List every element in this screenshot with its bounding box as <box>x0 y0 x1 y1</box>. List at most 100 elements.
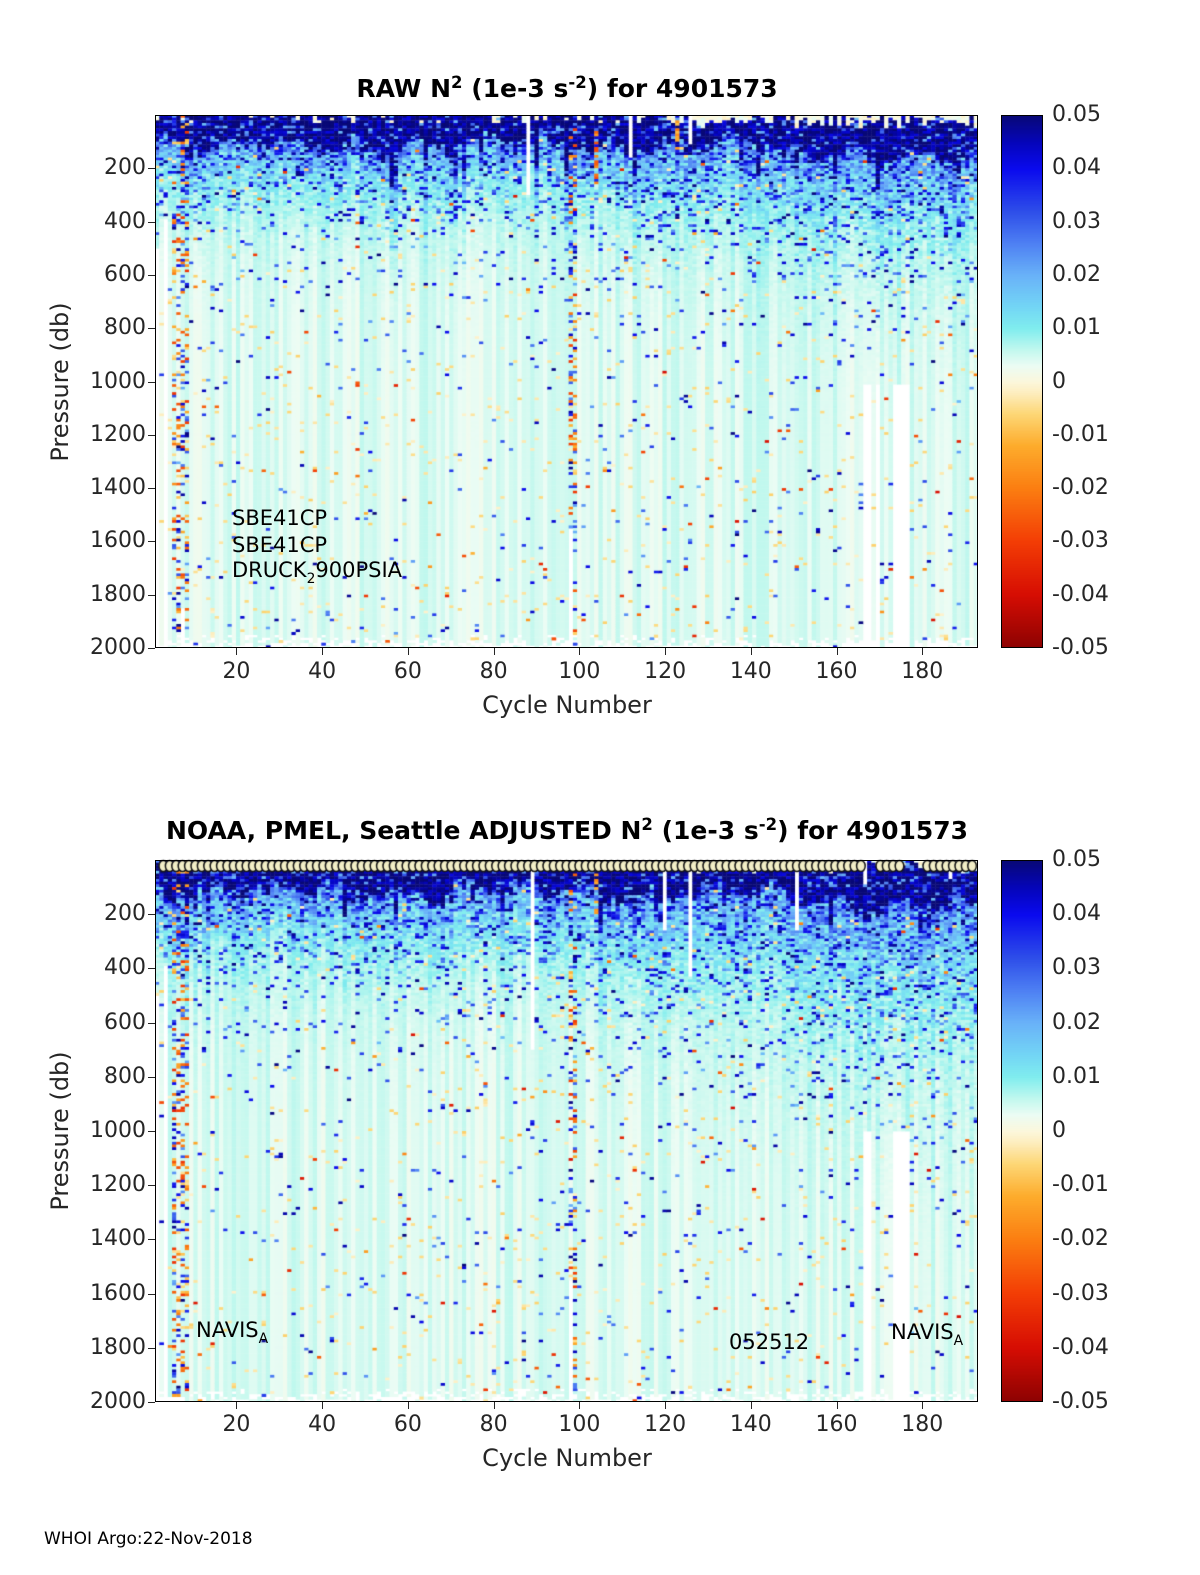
x-tick-label: 120 <box>644 1412 687 1437</box>
text-run: SBE41CP <box>232 533 328 557</box>
y-tick-label: 200 <box>104 901 146 927</box>
y-tick-mark <box>148 1293 155 1295</box>
text-run: (1e-3 s <box>652 816 759 845</box>
x-tick-mark <box>322 1402 324 1409</box>
x-tick-mark <box>493 1402 495 1409</box>
text-run: SBE41CP <box>232 506 328 530</box>
x-tick-mark <box>750 648 752 655</box>
y-tick-mark <box>148 1239 155 1241</box>
y-tick-mark <box>148 168 155 170</box>
x-tick-label: 160 <box>815 659 858 684</box>
text-run: NAVIS <box>196 1318 259 1342</box>
x-tick-mark <box>922 648 924 655</box>
colorbar-tick-label: 0.03 <box>1052 955 1101 981</box>
y-tick-label: 1200 <box>90 1172 146 1198</box>
colorbar-tick-label: 0.01 <box>1052 1063 1101 1089</box>
y-tick-label: 1400 <box>90 1226 146 1252</box>
superscript: -2 <box>758 814 778 834</box>
x-tick-mark <box>579 1402 581 1409</box>
annotation-text: NAVISA <box>196 1318 268 1347</box>
x-tick-label: 160 <box>815 1412 858 1437</box>
colorbar-tick-label: 0.01 <box>1052 315 1101 341</box>
raw-n2-heatmap-canvas <box>155 115 978 648</box>
subscript: A <box>258 1330 269 1347</box>
subscript: A <box>953 1332 964 1349</box>
x-tick-mark <box>836 648 838 655</box>
colorbar-tick-label: -0.04 <box>1052 1334 1109 1360</box>
x-tick-mark <box>579 648 581 655</box>
x-tick-mark <box>493 648 495 655</box>
x-tick-mark <box>665 1402 667 1409</box>
colorbar-tick-label: 0.02 <box>1052 1009 1101 1035</box>
colorbar-tick-label: -0.03 <box>1052 528 1109 554</box>
y-tick-mark <box>148 1076 155 1078</box>
y-tick-label: 800 <box>104 315 146 341</box>
colorbar-tick-label: 0 <box>1052 368 1066 394</box>
text-run: 900PSIA <box>315 558 403 582</box>
colorbar-canvas <box>1001 115 1043 648</box>
text-run: NAVIS <box>891 1320 954 1344</box>
y-tick-label: 2000 <box>90 1389 146 1414</box>
subscript: 2 <box>306 570 316 587</box>
annotation-text: 052512 <box>729 1330 809 1354</box>
y-tick-label: 1600 <box>90 1280 146 1306</box>
y-tick-mark <box>148 1022 155 1024</box>
y-tick-label: 1800 <box>90 581 146 607</box>
x-tick-label: 40 <box>308 1412 337 1437</box>
y-tick-mark <box>148 1402 155 1403</box>
y-tick-mark <box>148 594 155 596</box>
colorbar-tick-label: 0.02 <box>1052 261 1101 287</box>
x-axis-label: Cycle Number <box>482 1444 652 1472</box>
adjusted-n2-heatmap-canvas <box>155 860 978 1402</box>
x-tick-label: 180 <box>901 1412 944 1437</box>
y-tick-mark <box>148 434 155 436</box>
x-tick-mark <box>407 1402 409 1409</box>
plot-title: RAW N2 (1e-3 s-2) for 4901573 <box>356 72 777 103</box>
text-run: 052512 <box>729 1330 810 1354</box>
y-tick-label: 1000 <box>90 1118 146 1143</box>
y-tick-mark <box>148 274 155 276</box>
text-run: (1e-3 s <box>462 74 569 103</box>
colorbar-tick-label: -0.03 <box>1052 1280 1109 1306</box>
colorbar-tick-label: 0.05 <box>1052 847 1101 872</box>
text-run: NOAA, PMEL, Seattle ADJUSTED N <box>165 816 642 845</box>
y-tick-label: 400 <box>104 208 146 234</box>
x-tick-label: 100 <box>558 1412 601 1437</box>
y-tick-mark <box>148 968 155 970</box>
superscript: 2 <box>451 72 463 92</box>
footer-text: WHOI Argo:22-Nov-2018 <box>44 1529 253 1549</box>
y-tick-label: 2000 <box>90 635 146 660</box>
annotation-text: NAVISA <box>891 1320 963 1349</box>
y-tick-label: 1800 <box>90 1334 146 1360</box>
y-tick-label: 1600 <box>90 528 146 554</box>
annotation-text: DRUCK2900PSIA <box>232 558 403 587</box>
x-tick-mark <box>236 1402 238 1409</box>
superscript: 2 <box>641 814 653 834</box>
profile-markers-canvas <box>155 854 978 878</box>
y-tick-label: 1200 <box>90 421 146 447</box>
x-tick-mark <box>750 1402 752 1409</box>
colorbar-tick-label: -0.02 <box>1052 1226 1109 1252</box>
colorbar-tick-label: -0.04 <box>1052 581 1109 607</box>
colorbar-tick-label: 0.04 <box>1052 901 1101 927</box>
x-tick-mark <box>236 648 238 655</box>
plot-title: NOAA, PMEL, Seattle ADJUSTED N2 (1e-3 s-… <box>165 814 968 845</box>
colorbar-tick-label: -0.01 <box>1052 421 1109 447</box>
annotation-text: SBE41CP <box>232 506 327 530</box>
x-tick-label: 80 <box>479 1412 508 1437</box>
colorbar-tick-label: 0.04 <box>1052 155 1101 181</box>
y-tick-mark <box>148 328 155 330</box>
colorbar-tick-label: 0 <box>1052 1118 1066 1143</box>
y-axis-label: Pressure (db) <box>46 301 74 462</box>
y-tick-mark <box>148 221 155 223</box>
y-tick-mark <box>148 541 155 543</box>
y-tick-mark <box>148 1347 155 1349</box>
colorbar-tick-label: 0.03 <box>1052 208 1101 234</box>
y-axis-label: Pressure (db) <box>46 1051 74 1211</box>
y-tick-mark <box>148 488 155 490</box>
x-tick-mark <box>665 648 667 655</box>
y-tick-label: 600 <box>104 1009 146 1035</box>
x-tick-mark <box>407 648 409 655</box>
superscript: -2 <box>568 72 587 92</box>
